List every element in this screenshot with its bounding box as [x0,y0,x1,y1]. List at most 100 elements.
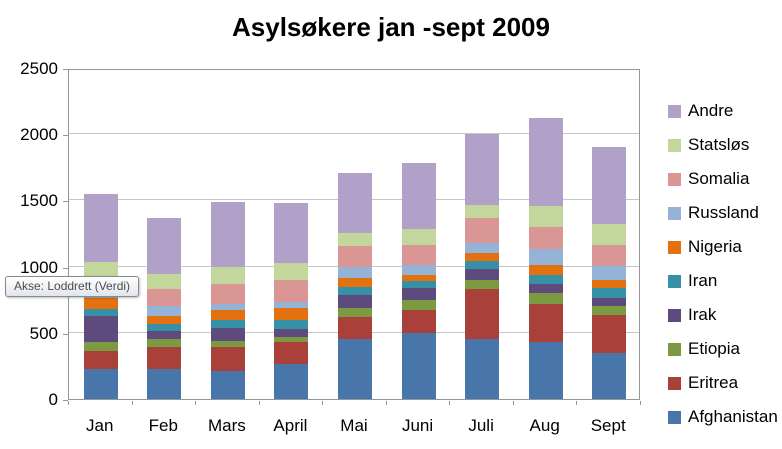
bar-segment-statsløs[interactable] [274,262,309,280]
bar-segment-irak[interactable] [338,295,372,308]
bar-segment-afghanistan[interactable] [210,370,245,399]
bar-segment-eritrea[interactable] [465,289,500,339]
x-axis-category-label[interactable]: Jan [86,416,114,435]
bar-segment-iran[interactable] [83,308,118,317]
bar-segment-andre[interactable] [274,203,309,263]
bar-segment-somalia[interactable] [274,279,309,302]
bar-segment-afghanistan[interactable] [83,369,118,399]
bar-segment-etiopia[interactable] [592,306,627,315]
bar-segment-etiopia[interactable] [465,279,500,290]
bar-segment-etiopia[interactable] [338,307,372,317]
bar-segment-afghanistan[interactable] [338,339,372,399]
legend-item-irak[interactable]: Irak [668,298,778,332]
bar-segment-statsløs[interactable] [465,205,500,219]
bar-segment-nigeria[interactable] [465,252,500,261]
bar-segment-eritrea[interactable] [528,303,563,343]
legend-item-somalia[interactable]: Somalia [668,162,778,196]
bar-segment-statsløs[interactable] [83,261,118,278]
bar-segment-russland[interactable] [210,303,245,311]
x-axis-category-label[interactable]: Feb [148,416,178,435]
bar-segment-etiopia[interactable] [528,293,563,304]
bar-segment-russland[interactable] [528,248,563,265]
chart-title[interactable]: Asylsøkere jan -sept 2009 [232,12,550,42]
bar-mai[interactable] [338,173,372,399]
bar-segment-andre[interactable] [147,218,182,274]
bar-segment-iran[interactable] [592,287,627,298]
bar-segment-eritrea[interactable] [592,314,627,354]
bar-segment-andre[interactable] [465,133,500,206]
bar-juni[interactable] [401,163,436,399]
bar-segment-etiopia[interactable] [147,338,182,348]
bar-segment-irak[interactable] [401,288,436,301]
x-axis-category-label[interactable]: Aug [529,416,560,435]
bar-segment-eritrea[interactable] [274,342,309,364]
bar-segment-afghanistan[interactable] [465,338,500,399]
bar-segment-russland[interactable] [274,301,309,309]
legend-item-afghanistan[interactable]: Afghanistan [668,400,778,434]
legend[interactable]: Andre Statsløs Somalia Russland Nigeria Iran I… [668,94,778,434]
bar-segment-andre[interactable] [83,194,118,262]
bar-segment-etiopia[interactable] [83,342,118,351]
bar-segment-somalia[interactable] [592,244,627,266]
x-axis-category-label[interactable]: Juli [468,416,494,435]
bar-sept[interactable] [592,146,627,399]
bar-segment-iran[interactable] [401,281,436,289]
bar-segment-russland[interactable] [465,243,500,253]
bar-segment-iran[interactable] [465,260,500,269]
bar-segment-irak[interactable] [147,330,182,339]
bar-segment-somalia[interactable] [401,244,436,266]
bar-segment-nigeria[interactable] [210,310,245,321]
bar-segment-andre[interactable] [401,163,436,229]
y-axis-tick-label[interactable]: 1500 [20,191,58,211]
bar-segment-afghanistan[interactable] [528,342,563,399]
legend-item-statsløs[interactable]: Statsløs [668,128,778,162]
bar-segment-somalia[interactable] [338,246,372,267]
bar-segment-somalia[interactable] [210,283,245,304]
bar-segment-andre[interactable] [338,173,372,233]
bar-segment-statsløs[interactable] [592,223,627,245]
bar-segment-statsløs[interactable] [147,273,182,290]
x-axis-category-label[interactable]: Juni [401,416,434,435]
bar-segment-somalia[interactable] [465,218,500,244]
y-axis-tick-label[interactable]: 500 [29,323,58,343]
bar-segment-eritrea[interactable] [401,309,436,333]
bar-feb[interactable] [147,218,182,399]
bar-segment-etiopia[interactable] [401,300,436,310]
legend-item-eritrea[interactable]: Eritrea [668,366,778,400]
bar-segment-eritrea[interactable] [210,346,245,371]
bar-segment-iran[interactable] [147,324,182,331]
bar-segment-eritrea[interactable] [338,316,372,340]
bar-segment-iran[interactable] [528,274,563,284]
bar-segment-iran[interactable] [210,320,245,328]
bar-segment-afghanistan[interactable] [401,332,436,399]
y-axis-tick-label[interactable]: 2000 [20,125,58,145]
bar-segment-nigeria[interactable] [338,277,372,288]
bar-segment-statsløs[interactable] [528,206,563,227]
bar-segment-nigeria[interactable] [401,274,436,282]
bar-segment-somalia[interactable] [528,226,563,249]
bar-segment-irak[interactable] [528,283,563,294]
bar-segment-nigeria[interactable] [528,264,563,275]
y-axis-tick-label[interactable]: 0 [48,390,58,409]
x-axis-category-label[interactable]: Mars [207,416,246,435]
bar-segment-statsløs[interactable] [401,228,436,245]
bar-juli[interactable] [465,133,500,399]
bar-segment-afghanistan[interactable] [274,363,309,399]
bar-segment-andre[interactable] [210,202,245,268]
bar-segment-russland[interactable] [338,266,372,278]
bar-segment-nigeria[interactable] [274,308,309,321]
legend-item-etiopia[interactable]: Etiopia [668,332,778,366]
bar-segment-statsløs[interactable] [210,267,245,284]
bar-segment-andre[interactable] [528,117,563,207]
bar-segment-eritrea[interactable] [83,350,118,370]
bar-segment-andre[interactable] [592,146,627,224]
bar-aug[interactable] [528,117,563,399]
legend-item-nigeria[interactable]: Nigeria [668,230,778,264]
bar-segment-iran[interactable] [274,320,309,329]
bar-segment-afghanistan[interactable] [592,353,627,399]
bar-segment-irak[interactable] [274,328,309,337]
bar-segment-nigeria[interactable] [83,298,118,309]
bar-segment-etiopia[interactable] [210,340,245,347]
bar-segment-russland[interactable] [592,265,627,280]
bar-segment-somalia[interactable] [147,289,182,306]
